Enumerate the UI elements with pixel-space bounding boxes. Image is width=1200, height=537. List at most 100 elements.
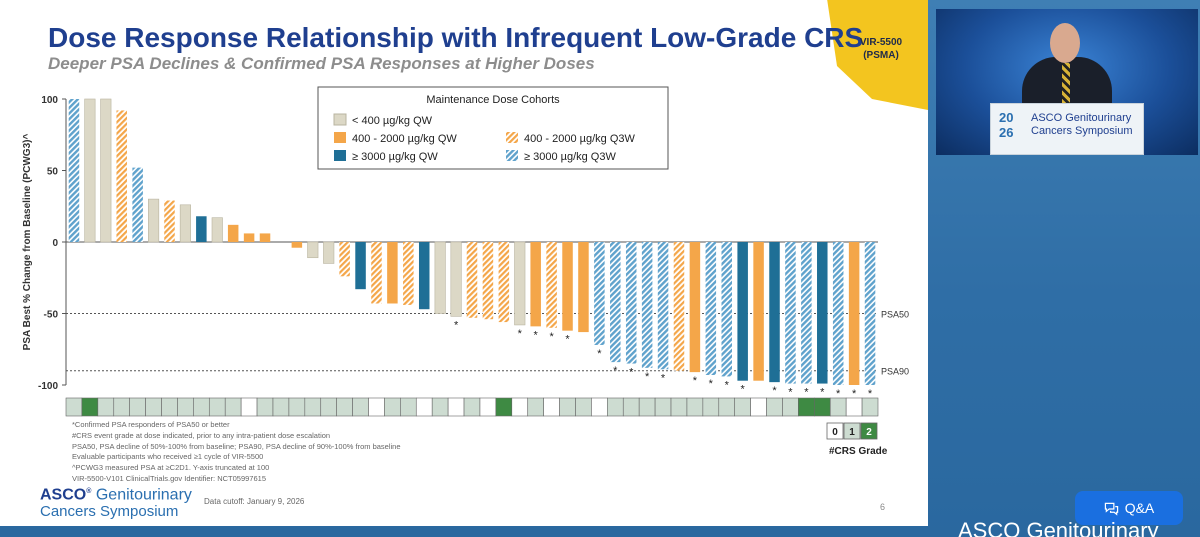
responder-star: * <box>772 385 777 397</box>
crs-grade-cell <box>224 397 242 417</box>
legend-swatch <box>334 132 346 143</box>
crs-grade-cell <box>638 397 656 417</box>
legend-label: ≥ 3000 µg/kg Q3W <box>524 151 616 163</box>
crs-grade-cell <box>97 397 115 417</box>
page-subtitle: Deeper PSA Declines & Confirmed PSA Resp… <box>48 54 595 73</box>
bar <box>673 242 685 371</box>
bar <box>594 242 605 345</box>
bar <box>148 198 160 243</box>
crs-grade-cell <box>559 397 576 417</box>
y-axis-label: PSA Best % Change from Baseline (PCWG3)^ <box>22 134 33 351</box>
footnotes: *Confirmed PSA responders of PSA50 or be… <box>72 420 401 485</box>
crs-grade-cell <box>782 397 799 417</box>
crs-key-cell <box>860 422 878 440</box>
responder-star: * <box>820 387 825 399</box>
bar <box>418 242 430 310</box>
crs-grade-cell <box>193 397 210 417</box>
bar <box>482 242 494 320</box>
bar <box>864 242 876 385</box>
slide: Dose Response Relationship with Infreque… <box>22 0 928 521</box>
chat-bubbles-icon <box>1104 502 1118 516</box>
responder-star: * <box>613 365 618 377</box>
crs-grade-cell <box>670 397 688 417</box>
responder-star: * <box>741 384 746 396</box>
crs-grade-cell <box>829 397 847 417</box>
crs-grade-cell <box>113 397 130 417</box>
podium-line2: Cancers Symposium <box>1031 125 1133 137</box>
crs-grade-cell <box>766 397 783 417</box>
crs-grade-cell <box>527 397 544 417</box>
qa-button[interactable]: Q&A <box>1075 491 1183 525</box>
bar <box>737 242 748 381</box>
responder-star: * <box>804 387 809 399</box>
bar <box>610 242 621 363</box>
crs-grade-cell <box>145 397 162 417</box>
legend-swatch <box>333 113 347 126</box>
legend-label: 400 - 2000 µg/kg Q3W <box>524 133 636 145</box>
footnote: Evaluable participants who received ≥1 c… <box>72 452 264 462</box>
crs-grade-cell <box>543 397 560 417</box>
responder-star: * <box>661 372 666 384</box>
bar <box>68 99 80 242</box>
qa-label: Q&A <box>1124 500 1155 516</box>
logo-cancers-symposium: Cancers Symposium <box>40 503 179 521</box>
podium-year: 20 26 <box>999 110 1014 140</box>
bar <box>259 233 271 242</box>
crs-grade-cell <box>320 397 337 417</box>
footnote: #CRS event grade at dose indicated, prio… <box>72 430 331 440</box>
responder-star: * <box>549 331 554 343</box>
reference-label: PSA90 <box>881 367 909 377</box>
crs-grade-cell <box>591 397 608 417</box>
crs-grade-cell <box>81 397 99 417</box>
crs-grade-cell <box>336 397 353 417</box>
podium-text: ASCO Genitourinary Cancers Symposium <box>1031 112 1132 138</box>
bar <box>164 200 175 242</box>
responder-star: * <box>645 371 650 383</box>
crs-grade-cell <box>272 397 290 417</box>
speaker-video[interactable]: 20 26 ASCO Genitourinary Cancers Symposi… <box>936 9 1198 155</box>
responder-star: * <box>565 334 570 346</box>
responder-star: * <box>868 388 873 400</box>
crs-key-cell <box>826 422 844 440</box>
crs-grade-cell <box>368 397 385 417</box>
data-cutoff: Data cutoff: January 9, 2026 <box>204 497 305 506</box>
bar <box>530 242 541 327</box>
y-tick-label: 100 <box>41 95 58 106</box>
bar <box>387 242 398 304</box>
crs-grade-cell <box>208 397 226 417</box>
crs-grade-cell <box>495 397 513 417</box>
bar <box>434 241 446 314</box>
bar <box>100 98 112 243</box>
crs-grade-cell <box>415 397 433 417</box>
crs-grade-cell <box>750 397 767 417</box>
bar <box>641 242 653 368</box>
bar <box>132 167 143 242</box>
bar <box>546 242 557 328</box>
bar <box>227 224 239 242</box>
bar <box>339 242 350 277</box>
responder-star: * <box>836 388 841 400</box>
crs-grade-cell <box>575 397 592 417</box>
crs-grade-cell <box>240 397 258 417</box>
footnote: PSA50, PSA decline of 50%-100% from base… <box>72 441 401 451</box>
crs-grade-cell <box>702 397 720 417</box>
responder-star: * <box>534 329 539 341</box>
crs-grade-cell <box>129 397 146 417</box>
crs-grade-cell <box>400 397 417 417</box>
bar <box>291 242 303 248</box>
footnote: VIR-5500-V101 ClinicalTrials.gov Identif… <box>72 473 266 483</box>
waterfall-chart: 100 50 0 -50 -100 PSA Best % Change from Base… <box>22 86 909 440</box>
crs-grade-cell <box>161 397 178 417</box>
drug-name: VIR-5500 <box>859 37 903 48</box>
bar <box>243 233 255 242</box>
crs-grade-cell <box>734 397 751 417</box>
crs-grade-cell <box>177 397 194 417</box>
podium: 20 26 ASCO Genitourinary Cancers Symposi… <box>990 103 1144 155</box>
crs-grade-cell <box>622 397 640 417</box>
page-title: Dose Response Relationship with Infreque… <box>48 22 864 53</box>
legend-label: < 400 µg/kg QW <box>352 115 433 127</box>
crs-grade-cell <box>256 397 274 417</box>
crs-grade-cell <box>718 397 736 417</box>
bar <box>753 242 764 381</box>
bar <box>769 242 780 383</box>
